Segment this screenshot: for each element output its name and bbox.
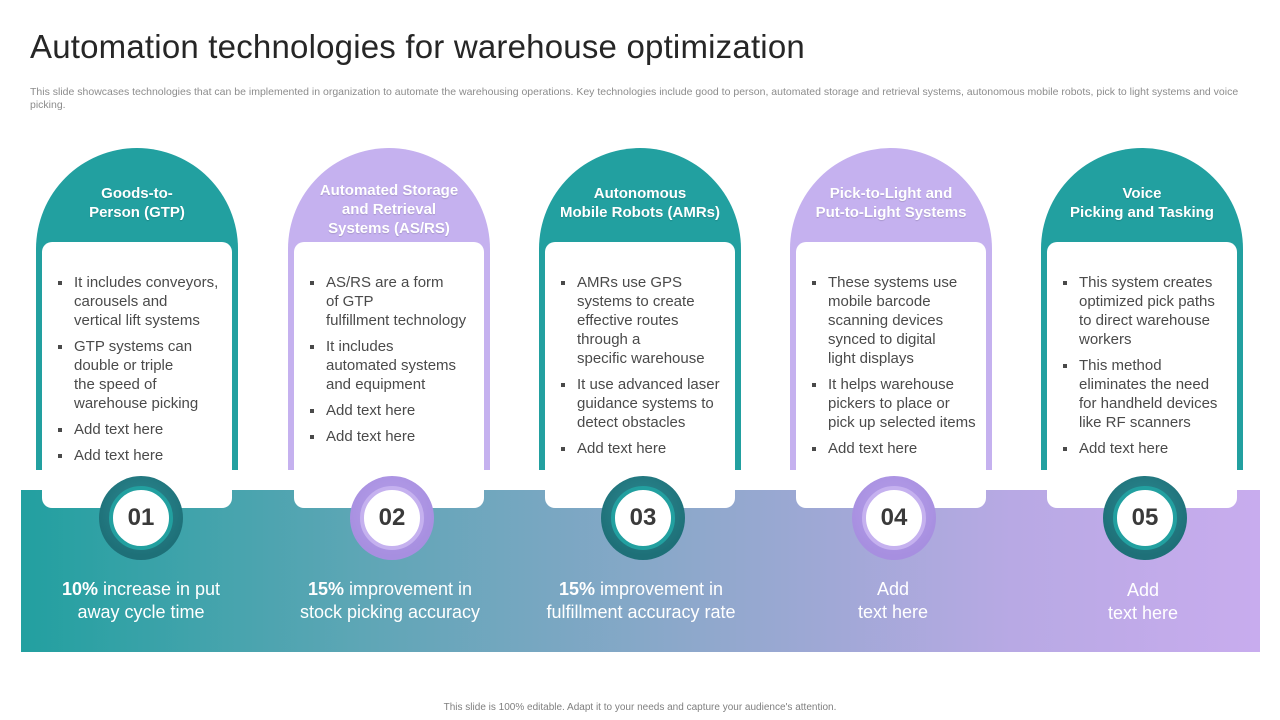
column-heading: Voice Picking and Tasking [1070, 185, 1214, 221]
tech-column-2: Automated Storage and Retrieval Systems … [288, 148, 490, 508]
stat-text-4: Add text here [768, 578, 1018, 624]
stat-caption: Add text here [857, 579, 929, 622]
stat-text-3: 15% improvement in fulfillment accuracy … [516, 578, 766, 624]
slide-subtitle: This slide showcases technologies that c… [30, 86, 1239, 111]
bullet-item: Add text here [559, 439, 735, 458]
badge-number: 01 [109, 486, 173, 550]
bullet-item: Add text here [308, 427, 484, 446]
bullet-item: Add text here [56, 420, 232, 439]
bullet-list: AMRs use GPS systems to create effective… [559, 273, 735, 465]
column-card: This system creates optimized pick paths… [1047, 242, 1237, 508]
bullet-item: Add text here [56, 446, 232, 465]
tech-column-1: Goods-to- Person (GTP) It includes conve… [36, 148, 238, 508]
bullet-item: It includes automated systems and equipm… [308, 337, 484, 394]
badge-number: 02 [360, 486, 424, 550]
slide-footer: This slide is 100% editable. Adapt it to… [443, 702, 837, 713]
bullet-list: It includes conveyors, carousels and ver… [56, 273, 232, 472]
number-badge-5: 05 [1103, 476, 1187, 560]
bullet-item: This system creates optimized pick paths… [1061, 273, 1237, 349]
number-badge-4: 04 [852, 476, 936, 560]
tech-column-4: Pick-to-Light and Put-to-Light Systems T… [790, 148, 992, 508]
tech-column-3: Autonomous Mobile Robots (AMRs) AMRs use… [539, 148, 741, 508]
stat-caption: improvement in stock picking accuracy [299, 579, 481, 622]
stat-caption: improvement in fulfillment accuracy rate [546, 579, 736, 622]
number-badge-1: 01 [99, 476, 183, 560]
stat-text-1: 10% increase in put away cycle time [16, 578, 266, 624]
column-card: It includes conveyors, carousels and ver… [42, 242, 232, 508]
bullet-item: AMRs use GPS systems to create effective… [559, 273, 735, 368]
bullet-item: AS/RS are a form of GTP fulfillment tech… [308, 273, 484, 330]
number-badge-2: 02 [350, 476, 434, 560]
bullet-item: Add text here [810, 439, 986, 458]
badge-number: 04 [862, 486, 926, 550]
bullet-item: These systems use mobile barcode scannin… [810, 273, 986, 368]
stat-caption: Add text here [1107, 580, 1179, 623]
bullet-item: Add text here [308, 401, 484, 420]
bullet-item: This method eliminates the need for hand… [1061, 356, 1237, 432]
column-card: These systems use mobile barcode scannin… [796, 242, 986, 508]
stat-highlight: 15% [558, 579, 595, 599]
bullet-item: It use advanced laser guidance systems t… [559, 375, 735, 432]
stat-text-2: 15% improvement in stock picking accurac… [265, 578, 515, 624]
bullet-list: AS/RS are a form of GTP fulfillment tech… [308, 273, 484, 453]
badge-number: 03 [611, 486, 675, 550]
bullet-list: These systems use mobile barcode scannin… [810, 273, 986, 465]
tech-column-5: Voice Picking and Tasking This system cr… [1041, 148, 1243, 508]
badge-number: 05 [1113, 486, 1177, 550]
column-card: AS/RS are a form of GTP fulfillment tech… [294, 242, 484, 508]
bullet-item: Add text here [1061, 439, 1237, 458]
column-heading: Pick-to-Light and Put-to-Light Systems [815, 185, 967, 221]
number-badge-3: 03 [601, 476, 685, 560]
bullet-item: It helps warehouse pickers to place or p… [810, 375, 986, 432]
column-heading: Goods-to- Person (GTP) [89, 185, 185, 221]
column-heading: Automated Storage and Retrieval Systems … [319, 181, 459, 237]
bullet-list: This system creates optimized pick paths… [1061, 273, 1237, 465]
stat-caption: increase in put away cycle time [77, 579, 221, 622]
column-heading: Autonomous Mobile Robots (AMRs) [560, 185, 720, 221]
bullet-item: GTP systems can double or triple the spe… [56, 337, 232, 413]
column-card: AMRs use GPS systems to create effective… [545, 242, 735, 508]
slide-title: Automation technologies for warehouse op… [30, 28, 805, 65]
stat-highlight: 10% [61, 579, 98, 599]
stat-highlight: 15% [307, 579, 344, 599]
stat-text-5: Add text here [1018, 579, 1268, 625]
bullet-item: It includes conveyors, carousels and ver… [56, 273, 232, 330]
